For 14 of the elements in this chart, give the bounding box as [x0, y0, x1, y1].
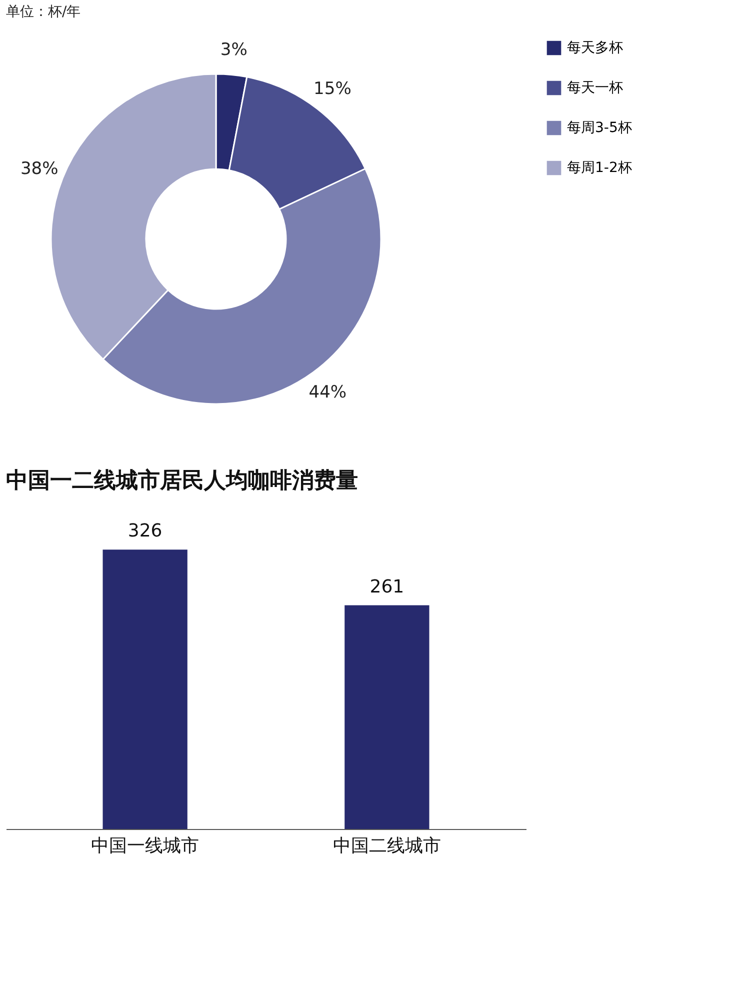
- legend-label: 每天多杯: [567, 40, 623, 56]
- legend-label: 每周3-5杯: [567, 120, 632, 136]
- data-label: 261: [370, 576, 404, 598]
- x-tick-label: 中国二线城市: [332, 836, 441, 856]
- data-label: 15%: [314, 78, 352, 99]
- legend-label: 每天一杯: [567, 80, 623, 96]
- chart-title: 中国一二线城市居民人均咖啡消费量: [6, 468, 358, 494]
- data-label: 326: [128, 520, 162, 542]
- data-label: 44%: [308, 382, 347, 403]
- text: 单位：杯/年: [6, 4, 81, 20]
- data-label: 38%: [20, 159, 58, 180]
- legend-label: 每周1-2杯: [567, 160, 632, 176]
- data-label: 3%: [220, 40, 248, 60]
- x-tick-label: 中国一线城市: [91, 836, 200, 856]
